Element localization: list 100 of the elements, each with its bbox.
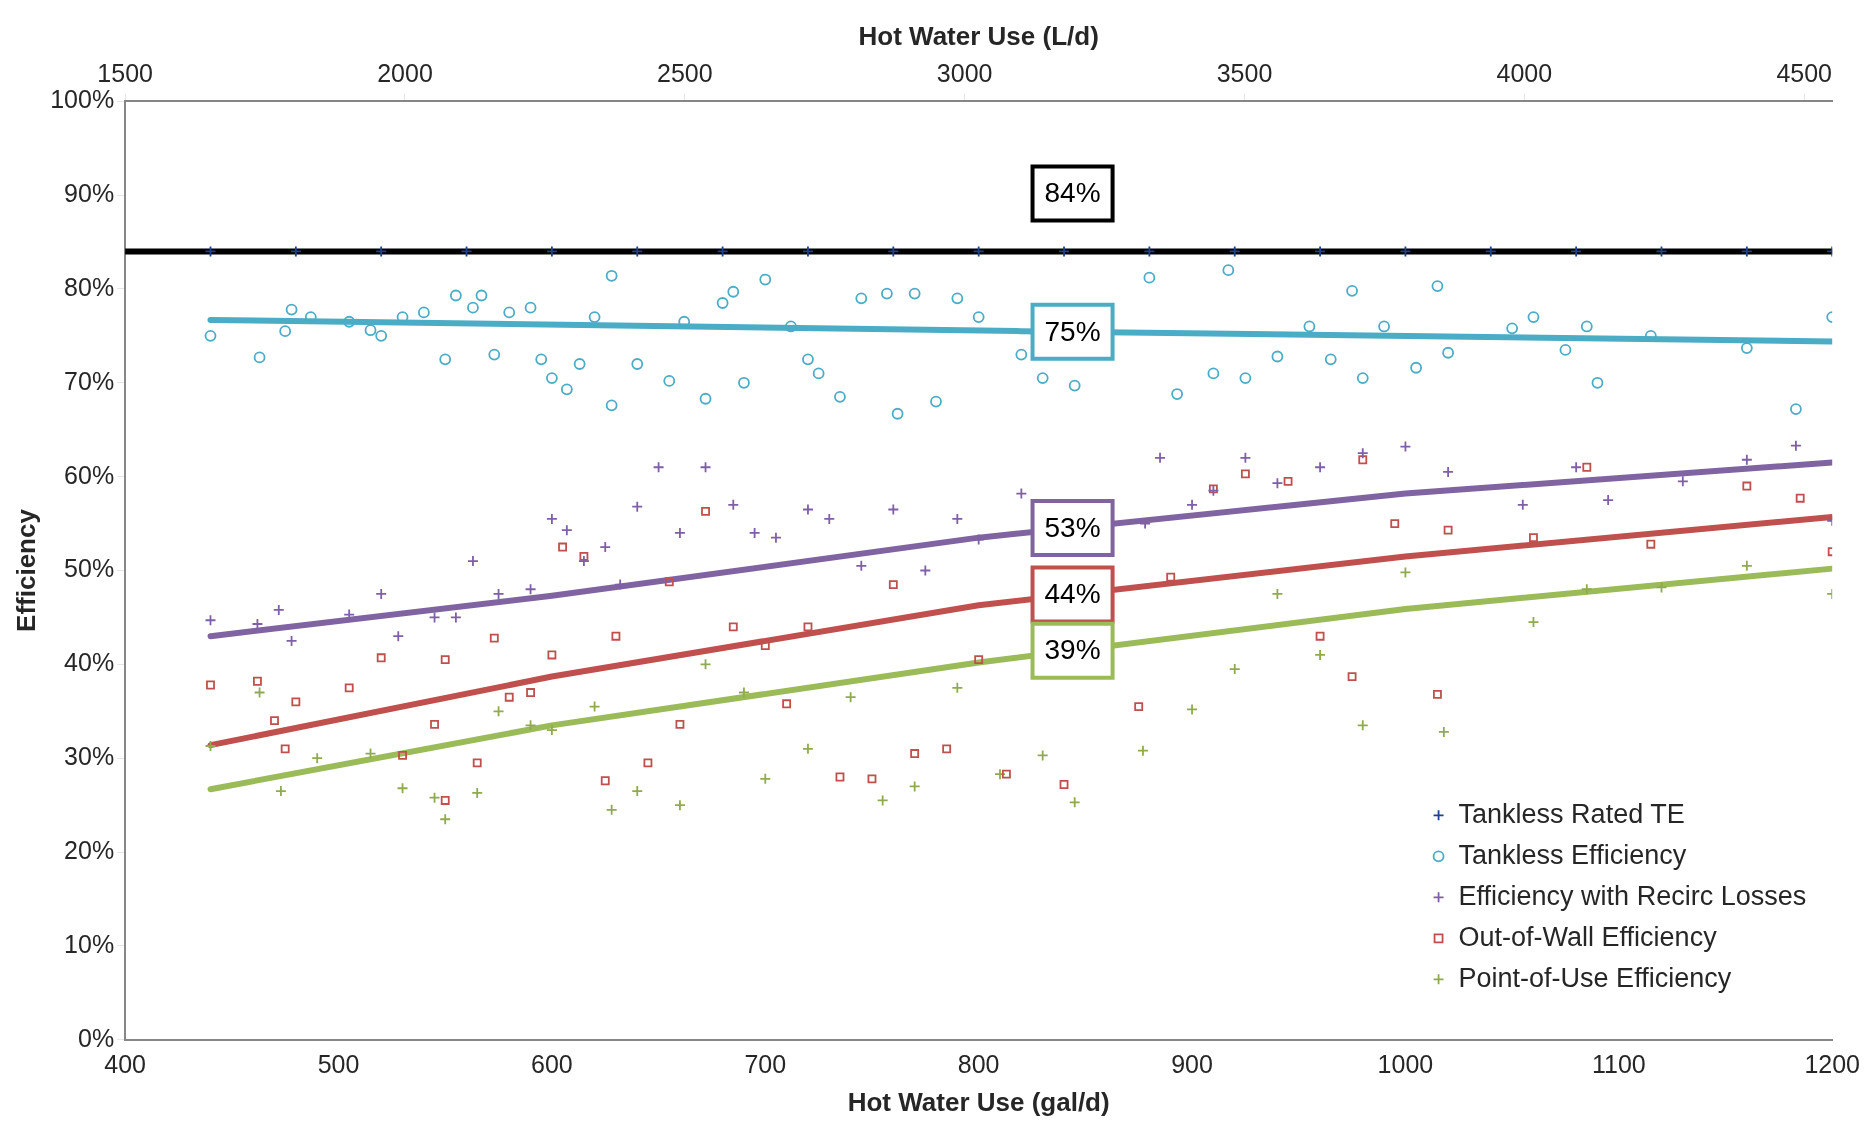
point	[428, 791, 441, 804]
point	[727, 498, 740, 511]
point	[919, 564, 932, 577]
point	[1356, 447, 1369, 460]
point	[579, 551, 589, 561]
point	[1646, 539, 1656, 549]
point	[253, 686, 266, 699]
x-tick-label: 400	[104, 1049, 146, 1078]
point	[1356, 719, 1369, 732]
point	[396, 782, 409, 795]
point	[489, 633, 499, 643]
point	[1790, 439, 1802, 452]
annotation: 44%	[1044, 578, 1101, 610]
point	[1399, 440, 1412, 453]
point	[942, 744, 952, 754]
point	[605, 803, 618, 816]
x-axis-title: Hot Water Use (gal/d)	[847, 1086, 1110, 1117]
point	[738, 686, 750, 699]
x-tick-label: 700	[744, 1049, 787, 1078]
point	[492, 588, 505, 600]
point	[803, 622, 813, 632]
point	[972, 245, 985, 258]
point	[802, 503, 814, 516]
point	[1143, 245, 1156, 258]
point	[748, 527, 761, 539]
point	[376, 653, 386, 663]
point	[1314, 461, 1326, 474]
point	[1228, 245, 1241, 258]
x2-tick-label: 2000	[377, 59, 433, 88]
x2-tick-label: 2500	[657, 59, 713, 88]
point	[272, 604, 285, 616]
point	[1001, 769, 1011, 779]
point	[1399, 245, 1412, 258]
point	[311, 752, 324, 765]
point	[1740, 559, 1753, 572]
annotation: 84%	[1044, 177, 1101, 209]
point	[344, 683, 354, 693]
point	[599, 541, 612, 553]
point	[251, 618, 264, 630]
point	[1239, 451, 1252, 464]
point	[375, 588, 388, 600]
point	[1740, 245, 1753, 258]
point	[1742, 481, 1752, 491]
point	[994, 768, 1006, 781]
point	[1437, 726, 1450, 738]
x2-tick-label: 3000	[936, 59, 993, 88]
point	[1390, 519, 1400, 529]
point	[699, 461, 712, 474]
point	[428, 611, 441, 624]
point	[759, 772, 772, 785]
point	[802, 742, 814, 755]
annotation: 53%	[1044, 511, 1101, 543]
point	[449, 611, 462, 624]
point	[974, 655, 984, 665]
point	[1314, 245, 1326, 258]
legend-label: Tankless Rated TE	[1458, 798, 1685, 829]
point	[728, 622, 738, 632]
point	[375, 245, 388, 258]
point	[844, 691, 857, 704]
point	[770, 531, 782, 544]
point	[253, 676, 262, 686]
point	[1655, 581, 1668, 594]
point	[392, 630, 405, 643]
point	[867, 774, 877, 784]
point	[887, 503, 900, 516]
point	[716, 245, 729, 258]
point	[910, 749, 920, 758]
point	[643, 758, 653, 768]
x2-tick-label: 4500	[1776, 59, 1833, 88]
point	[600, 776, 610, 786]
point	[398, 750, 407, 760]
point	[1059, 780, 1069, 789]
x-tick-label: 800	[957, 1049, 1000, 1078]
y-tick-label: 90%	[64, 178, 115, 207]
point	[546, 245, 558, 258]
point	[472, 758, 482, 768]
x-tick-label: 1200	[1804, 1049, 1860, 1078]
point	[1240, 469, 1250, 479]
point	[289, 245, 302, 258]
point	[275, 785, 287, 797]
point	[1399, 566, 1412, 579]
point	[471, 787, 484, 799]
point	[439, 813, 452, 826]
point	[611, 631, 621, 641]
point	[1529, 533, 1538, 543]
point	[364, 747, 377, 760]
point	[876, 794, 889, 807]
point	[835, 772, 845, 782]
point	[1137, 744, 1149, 757]
point	[1314, 649, 1326, 661]
y-tick-label: 20%	[64, 835, 115, 864]
point	[1655, 245, 1668, 258]
point	[1166, 572, 1176, 582]
point	[546, 724, 558, 736]
y-tick-label: 100%	[50, 85, 115, 114]
point	[206, 680, 215, 690]
point	[547, 650, 557, 660]
y-tick-label: 80%	[64, 272, 115, 301]
point	[674, 527, 686, 539]
point	[1580, 583, 1593, 596]
